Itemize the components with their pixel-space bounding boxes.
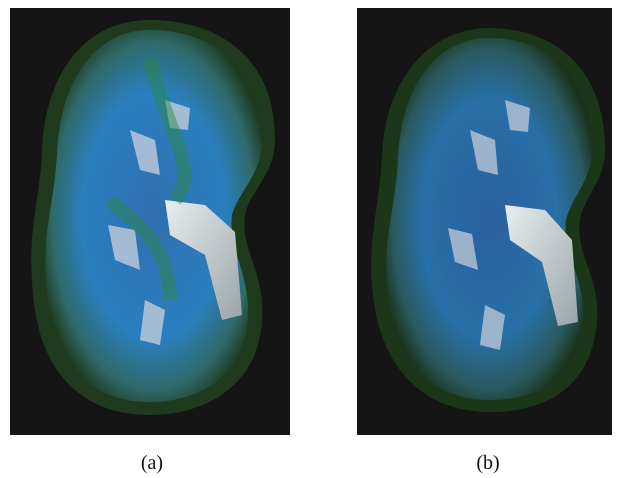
calyces [108, 100, 190, 345]
kidney-medulla [45, 30, 262, 402]
caption: (b) [476, 452, 499, 474]
vessels [105, 58, 192, 301]
renal-pelvis [505, 205, 578, 326]
calyces [448, 100, 530, 350]
caption: (a) [141, 452, 163, 474]
renal-pelvis [165, 200, 242, 320]
panel-a [10, 8, 290, 435]
panel-b [357, 8, 612, 435]
kidney-medulla [386, 38, 592, 400]
